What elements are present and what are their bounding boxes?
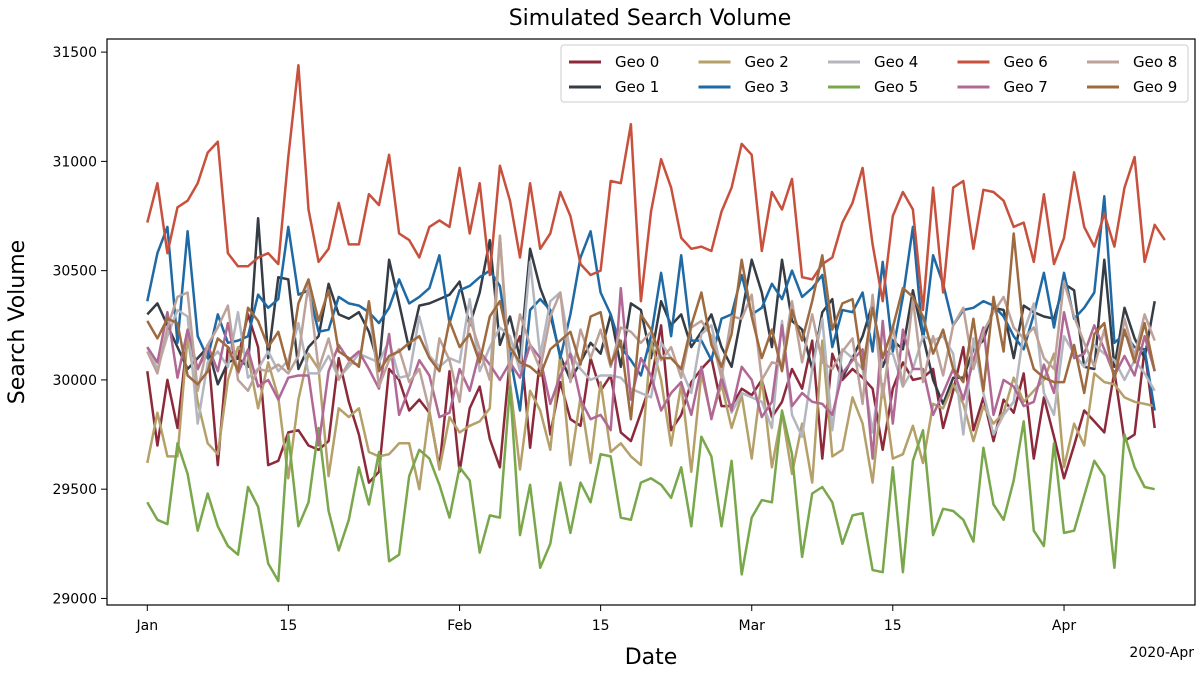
series-line-geo-4 [146,260,1156,438]
y-tick-label: 30000 [52,373,97,389]
x-tick-label: Apr [1052,618,1076,634]
series-line-geo-3 [146,195,1156,412]
y-tick-label: 29000 [52,591,97,607]
x-tick-label: Mar [739,618,766,634]
legend-label: Geo 1 [615,78,659,96]
x-axis-offset-label: 2020-Apr [1129,645,1194,661]
x-tick-label: 15 [884,618,902,634]
series-layer [146,63,1166,583]
y-tick-label: 29500 [52,482,97,498]
y-tick-label: 30500 [52,264,97,280]
legend-label: Geo 0 [615,53,659,71]
y-axis: 29000 29500 30000 30500 31000 31500 [52,45,107,607]
y-tick-label: 31000 [52,154,97,170]
legend-item-geo-6: Geo 6 [957,53,1048,71]
legend-item-geo-9: Geo 9 [1087,78,1177,96]
legend-item-geo-3: Geo 3 [698,78,789,96]
legend-label: Geo 9 [1133,78,1177,96]
legend-label: Geo 2 [745,53,789,71]
chart-title: Simulated Search Volume [509,6,792,31]
series-line-geo-6 [146,63,1166,312]
legend: Geo 0 Geo 1 Geo 2 Geo 3 Geo 4 Geo 5 Geo 6 Geo 7… [560,44,1189,103]
legend-label: Geo 7 [1004,78,1048,96]
series-line-geo-5 [146,385,1155,583]
x-tick-label: Feb [447,618,472,634]
x-axis: Jan 15 Feb 15 Mar 15 Apr [135,605,1076,634]
series-line-geo-9 [146,232,1156,421]
x-tick-label: 15 [592,618,610,634]
legend-label: Geo 6 [1004,53,1048,71]
x-tick-label: 15 [279,618,297,634]
y-tick-label: 31500 [52,45,97,61]
legend-label: Geo 3 [745,78,789,96]
legend-label: Geo 8 [1133,53,1177,71]
legend-item-geo-4: Geo 4 [828,53,918,71]
legend-item-geo-0: Geo 0 [569,53,659,71]
y-axis-title: Search Volume [5,240,30,404]
x-axis-title: Date [625,645,678,670]
legend-label: Geo 5 [874,78,918,96]
legend-label: Geo 4 [874,53,918,71]
plot-frame [106,38,1196,606]
legend-item-geo-8: Geo 8 [1087,53,1177,71]
legend-item-geo-7: Geo 7 [957,78,1048,96]
legend-item-geo-5: Geo 5 [828,78,918,96]
legend-item-geo-2: Geo 2 [698,53,789,71]
legend-item-geo-1: Geo 1 [569,78,659,96]
x-tick-label: Jan [135,618,158,634]
